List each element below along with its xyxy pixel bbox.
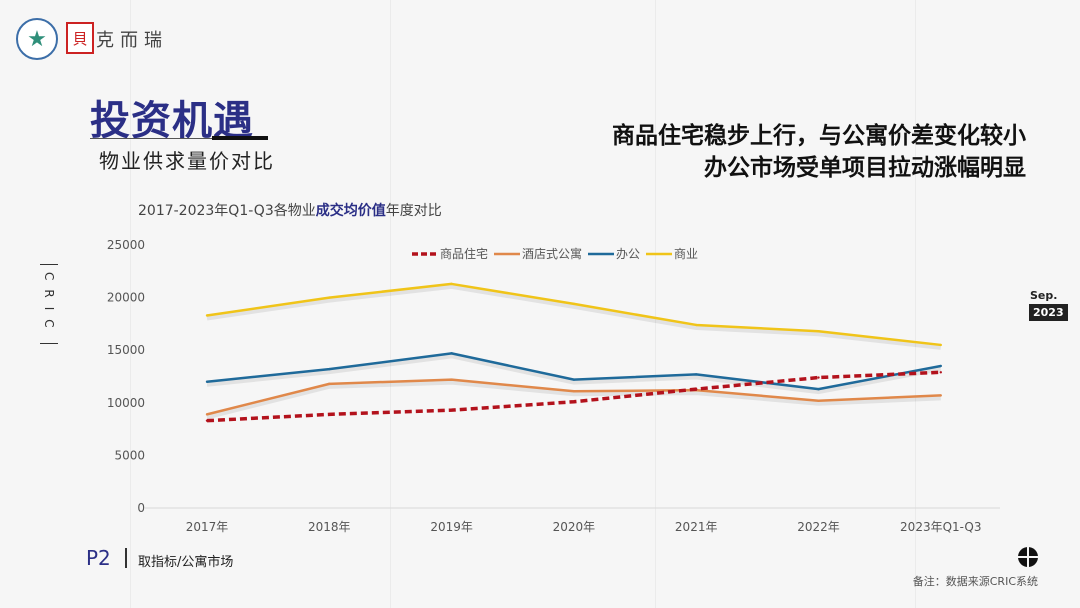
data-point bbox=[817, 387, 820, 391]
data-point bbox=[450, 282, 453, 286]
series-line-酒店式公寓 bbox=[206, 378, 941, 416]
data-point bbox=[205, 380, 209, 383]
data-point bbox=[817, 376, 820, 379]
source-note: 备注：数据来源CRIC系统 bbox=[912, 575, 1038, 588]
y-tick-label: 20000 bbox=[107, 291, 145, 305]
data-point bbox=[328, 382, 331, 386]
chart-title-highlight: 成交均价值 bbox=[315, 203, 386, 219]
footer-divider bbox=[125, 548, 127, 568]
x-tick-label: 2018年 bbox=[308, 520, 351, 534]
y-tick-label: 0 bbox=[137, 501, 145, 515]
data-point bbox=[939, 343, 942, 347]
x-tick-label: 2023年Q1-Q3 bbox=[900, 520, 981, 534]
series-shadow bbox=[206, 354, 942, 395]
month-label: Sep. bbox=[1030, 289, 1058, 302]
chart-title-prefix: 2017-2023年Q1-Q3各物业 bbox=[138, 203, 316, 219]
y-tick-label: 15000 bbox=[107, 343, 145, 357]
brand-name: 克而瑞 bbox=[96, 30, 168, 51]
headline-line-2: 办公市场受单项目拉动涨幅明显 bbox=[704, 155, 1026, 181]
footer-section: 取指标/公寓市场 bbox=[138, 555, 234, 570]
data-point bbox=[572, 390, 576, 393]
background-line bbox=[390, 0, 391, 608]
data-point bbox=[450, 352, 453, 355]
title-divider-accent bbox=[212, 136, 268, 140]
x-tick-label: 2017年 bbox=[186, 520, 229, 534]
seal-logo: ⾙ bbox=[66, 22, 94, 54]
data-point bbox=[939, 364, 942, 368]
headline-line-1: 商品住宅稳步上行，与公寓价差变化较小 bbox=[612, 123, 1026, 149]
x-tick-label: 2022年 bbox=[797, 520, 840, 534]
chart-title-suffix: 年度对比 bbox=[385, 203, 442, 219]
data-point bbox=[328, 367, 331, 371]
legend-label: 商业 bbox=[674, 246, 698, 261]
legend-label: 办公 bbox=[616, 246, 640, 261]
data-point bbox=[328, 296, 331, 299]
compass-icon bbox=[1018, 547, 1038, 567]
y-tick-label: 10000 bbox=[107, 396, 145, 410]
data-point bbox=[450, 378, 453, 381]
data-point bbox=[450, 408, 453, 412]
series-shadow bbox=[206, 284, 942, 350]
chart-title: 2017-2023年Q1-Q3各物业成交均价值年度对比 bbox=[138, 200, 442, 220]
page-subtitle: 物业供求量价对比 bbox=[99, 149, 275, 173]
data-point bbox=[939, 394, 942, 397]
data-point bbox=[572, 400, 576, 403]
data-point bbox=[695, 387, 698, 391]
data-point bbox=[817, 330, 820, 333]
data-point bbox=[328, 413, 331, 416]
page-number: P2 bbox=[86, 546, 111, 570]
cric-vertical-label: CRIC bbox=[40, 264, 58, 344]
star-logo-icon: ★ bbox=[16, 18, 58, 60]
x-tick-label: 2019年 bbox=[430, 520, 473, 534]
title-divider bbox=[90, 138, 268, 139]
year-badge: 2023 bbox=[1029, 304, 1068, 321]
x-tick-label: 2021年 bbox=[675, 520, 718, 534]
x-tick-label: 2020年 bbox=[553, 520, 596, 534]
series-shadow bbox=[206, 380, 941, 420]
data-point bbox=[695, 373, 698, 376]
background-line bbox=[655, 0, 656, 608]
data-point bbox=[817, 399, 820, 402]
data-point bbox=[205, 314, 209, 317]
data-point bbox=[205, 419, 209, 422]
data-point bbox=[572, 302, 576, 306]
y-tick-label: 5000 bbox=[114, 448, 145, 462]
background-line bbox=[130, 0, 131, 608]
data-point bbox=[695, 323, 698, 327]
background-line bbox=[915, 0, 916, 608]
legend-label: 酒店式公寓 bbox=[522, 246, 582, 261]
y-tick-label: 25000 bbox=[107, 238, 145, 252]
data-point bbox=[939, 371, 942, 374]
legend-label: 商品住宅 bbox=[440, 246, 488, 261]
data-point bbox=[572, 378, 576, 381]
data-point bbox=[205, 413, 209, 416]
